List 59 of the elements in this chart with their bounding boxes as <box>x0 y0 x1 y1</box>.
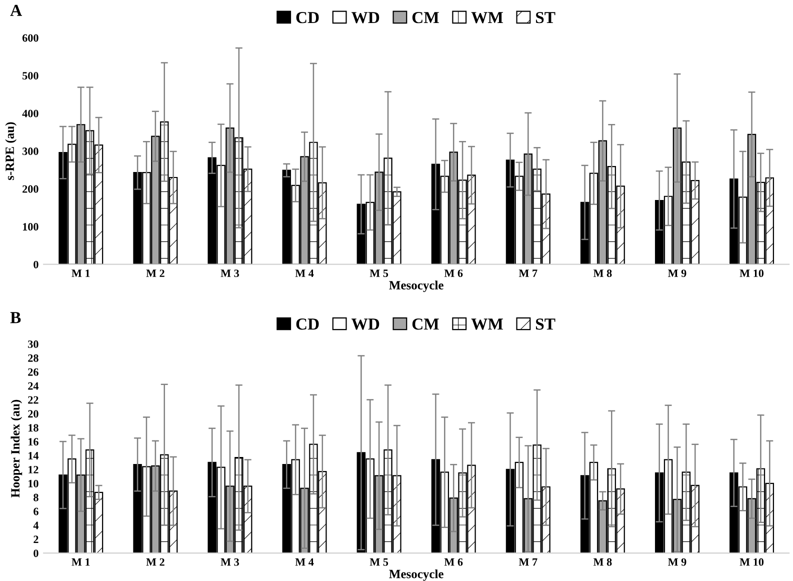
x-tick-label: M 7 <box>518 558 538 566</box>
chart-title: A <box>10 4 22 16</box>
chart-title: B <box>10 312 21 324</box>
y-tick-label: 6 <box>34 508 38 516</box>
x-tick-label: M 4 <box>295 270 314 277</box>
legend-label: CM <box>412 12 439 24</box>
y-tick-label: 100 <box>22 223 38 231</box>
x-tick-label: M 10 <box>740 558 764 566</box>
x-tick-label: M 9 <box>668 270 686 278</box>
x-tick-label: M 3 <box>220 270 239 278</box>
x-tick-label: M 3 <box>220 558 239 566</box>
y-tick-label: 0 <box>34 550 38 558</box>
y-axis-title: Hooper Index (au) <box>10 400 22 498</box>
y-tick-label: 200 <box>22 185 38 193</box>
x-tick-label: M 1 <box>72 558 90 566</box>
legend-label: ST <box>536 12 556 24</box>
y-tick-label: 400 <box>22 110 38 118</box>
y-tick-label: 0 <box>34 260 38 268</box>
x-tick-label: M 8 <box>593 270 612 278</box>
x-tick-label: M 6 <box>444 270 463 278</box>
y-tick-label: 600 <box>22 34 38 42</box>
x-tick-label: M 10 <box>740 270 764 278</box>
y-tick-label: 30 <box>28 340 38 348</box>
y-tick-label: 28 <box>28 354 38 362</box>
legend-label: CM <box>412 318 439 330</box>
y-tick-label: 16 <box>28 438 38 446</box>
y-tick-label: 18 <box>28 424 38 432</box>
y-tick-label: 4 <box>33 522 39 530</box>
x-axis-title: Mesocycle <box>389 280 444 292</box>
x-tick-label: M 1 <box>72 270 90 277</box>
y-tick-label: 300 <box>22 148 38 156</box>
legend-label: WD <box>351 318 380 330</box>
x-tick-label: M 5 <box>370 558 388 566</box>
x-tick-label: M 5 <box>370 270 388 278</box>
x-axis-title: Mesocycle <box>389 569 444 581</box>
y-tick-label: 20 <box>28 410 38 418</box>
x-tick-label: M 2 <box>146 270 164 277</box>
y-tick-label: 24 <box>28 382 39 390</box>
legend-label: WM <box>471 12 503 24</box>
x-tick-label: M 4 <box>295 558 314 566</box>
y-tick-label: 14 <box>28 452 39 460</box>
legend-label: CD <box>296 318 319 330</box>
y-tick-label: 8 <box>34 494 38 502</box>
x-tick-label: M 8 <box>593 558 612 566</box>
y-tick-label: 26 <box>28 368 38 376</box>
x-tick-label: M 2 <box>146 558 164 566</box>
x-tick-label: M 7 <box>518 270 538 277</box>
y-tick-label: 500 <box>22 72 38 80</box>
y-tick-label: 22 <box>28 396 38 404</box>
y-tick-label: 2 <box>34 536 38 544</box>
y-axis-title: s-RPE (au) <box>5 122 17 180</box>
legend-label: ST <box>536 318 556 330</box>
y-tick-label: 10 <box>28 480 38 488</box>
legend-label: WD <box>351 12 380 24</box>
x-tick-label: M 9 <box>668 558 686 566</box>
legend-label: WM <box>471 318 503 330</box>
x-tick-label: M 6 <box>444 558 463 566</box>
y-tick-label: 12 <box>28 466 38 474</box>
legend-label: CD <box>296 12 319 24</box>
